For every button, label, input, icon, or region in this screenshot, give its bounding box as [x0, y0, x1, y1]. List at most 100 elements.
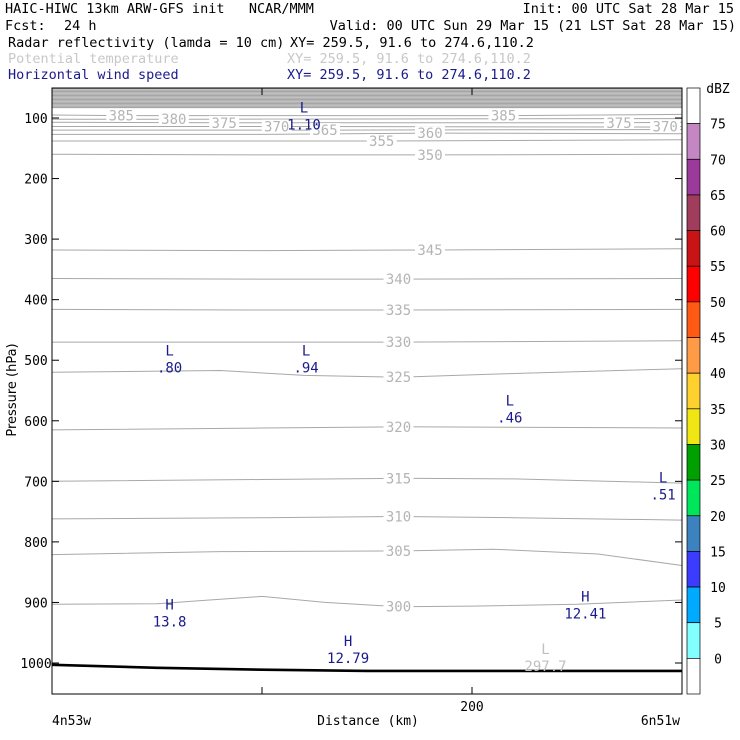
y-tick-label: 600 — [24, 415, 47, 430]
colorbar-unit: dBZ — [706, 82, 730, 97]
y-axis-label: Pressure (hPa) — [5, 343, 20, 436]
header-init: Init: 00 UTC Sat 28 Mar 15 — [522, 1, 734, 17]
theta-label-345: 345 — [417, 243, 442, 259]
colorbar-level-label: 0 — [714, 652, 722, 667]
colorbar-level-label: 50 — [710, 296, 726, 311]
y-tick-label: 400 — [24, 294, 47, 309]
colorbar-box — [686, 230, 701, 267]
theta-label-300: 300 — [386, 600, 411, 616]
colorbar-box — [686, 479, 701, 517]
y-tick-label: 200 — [24, 173, 47, 188]
theta-contour-370 — [52, 126, 683, 128]
theta-label-320: 320 — [386, 420, 411, 436]
y-tick-label: 100 — [24, 112, 47, 127]
theta-contours — [51, 113, 683, 608]
theta-label-365: 365 — [312, 123, 337, 139]
axes: 100 200 300 400 500 600 700 800 900 1000 200 4n53w 6… — [5, 88, 683, 729]
terrain — [51, 663, 682, 673]
wind-extremum-value: 13.8 — [153, 615, 187, 631]
theta-label-380: 380 — [161, 112, 186, 128]
theta-label-bg — [383, 370, 414, 384]
header-fcst-label: Fcst: — [5, 18, 46, 34]
theta-contour-340 — [51, 278, 683, 280]
field-wind-xy: XY= 259.5, 91.6 to 274.6,110.2 — [287, 67, 531, 83]
theta-contour-350 — [51, 153, 683, 156]
colorbar-box — [686, 515, 701, 552]
theta-contour-355 — [52, 139, 683, 142]
wind-extremum-letter: L — [506, 394, 514, 410]
colorbar-level-label: 40 — [710, 367, 726, 382]
theta-label-bg — [383, 471, 414, 485]
theta-contour-375 — [51, 121, 683, 124]
colorbar-level-label: 65 — [710, 189, 726, 204]
contour-labels: 300 305 310 315 320 325 330 335 340 345 350 355 360 3… — [106, 100, 681, 675]
x-axis-label: Distance (km) — [317, 714, 419, 729]
theta-label-340: 340 — [386, 272, 411, 288]
theta-label-bg — [383, 302, 414, 316]
colorbar-box — [686, 444, 701, 481]
theta-contour-305 — [51, 548, 683, 566]
y-tick-label: 300 — [24, 233, 47, 248]
wind-extremum-letter: H — [344, 634, 352, 650]
y-tick-label: 700 — [24, 475, 47, 490]
colorbar-box — [686, 372, 701, 410]
theta-contour-335 — [51, 308, 683, 311]
theta-label-350: 350 — [417, 148, 442, 164]
wind-extremum-letter: L — [659, 470, 667, 486]
colorbar-level-label: 30 — [710, 438, 726, 453]
wind-extremum-letter: H — [165, 598, 173, 614]
theta-label-bg — [604, 115, 634, 129]
theta-label-315: 315 — [386, 471, 411, 487]
wind-extremum-value: 12.41 — [564, 607, 606, 623]
colorbar-level-label: 55 — [710, 260, 726, 275]
theta-contour-345 — [51, 248, 683, 252]
theta-label-bg — [383, 335, 414, 349]
header-title: HAIC-HIWC 13km ARW-GFS init NCAR/MMM — [5, 1, 314, 17]
colorbar-level-label: 25 — [710, 474, 726, 489]
theta-label-bg — [383, 543, 414, 557]
theta-label-335: 335 — [386, 303, 411, 319]
x-tick-label: 200 — [460, 700, 483, 715]
terrain-line — [51, 663, 682, 673]
theta-label-bg — [383, 419, 414, 433]
colorbar-level-label: 10 — [710, 581, 726, 596]
wind-extremum-letter: H — [581, 590, 589, 606]
theta-label-bg — [209, 115, 240, 129]
theta-label-355: 355 — [369, 134, 394, 150]
theta-contour-310 — [51, 515, 683, 521]
theta-label-385: 385 — [109, 109, 134, 125]
wind-extremum-letter: L — [302, 343, 310, 359]
y-tick-label: 800 — [24, 536, 47, 551]
colorbar-box — [686, 194, 701, 231]
colorbar-level-label: 15 — [710, 545, 726, 560]
theta-label-370: 370 — [653, 119, 678, 135]
y-tick-label: 900 — [24, 596, 47, 611]
wind-extremum-value: .46 — [497, 411, 522, 427]
x-endpoint-right: 6n51w — [641, 714, 680, 729]
wind-extremum-letter: L — [300, 100, 308, 116]
theta-label-bg — [488, 108, 519, 122]
colorbar-level-label: 60 — [710, 225, 726, 240]
wind-extremum-value: .94 — [293, 360, 318, 376]
field-theta-name: Potential temperature — [8, 51, 179, 67]
colorbar-box — [686, 622, 701, 659]
theta-label-370: 370 — [264, 119, 289, 135]
field-theta-xy: XY= 259.5, 91.6 to 274.6,110.2 — [287, 51, 531, 67]
colorbar-box — [686, 551, 701, 588]
theta-minimum-letter: L — [541, 642, 549, 658]
theta-contour-330 — [52, 340, 683, 343]
theta-label-325: 325 — [386, 370, 411, 386]
colorbar-box — [686, 586, 701, 624]
plot-border — [51, 87, 683, 695]
theta-label-bg — [310, 123, 340, 137]
theta-label-bg — [415, 243, 445, 257]
theta-contour-365 — [52, 129, 683, 131]
theta-label-bg — [415, 147, 445, 161]
theta-label-bg — [383, 272, 414, 286]
colorbar-box — [686, 158, 701, 196]
theta-label-305: 305 — [386, 544, 411, 560]
theta-label-bg — [383, 599, 414, 613]
theta-contour-300 — [51, 595, 683, 608]
